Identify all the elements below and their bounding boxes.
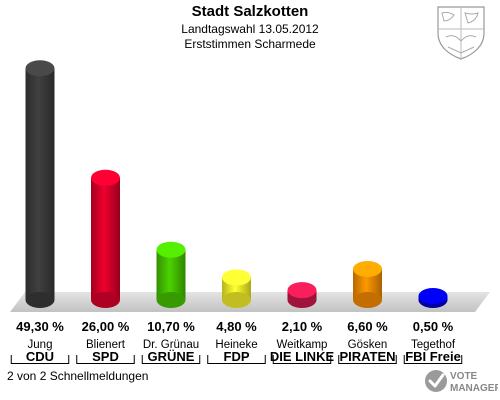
value-label: 10,70 % xyxy=(147,319,195,334)
value-label: 49,30 % xyxy=(16,319,64,334)
bar-die-linke xyxy=(287,282,317,308)
value-label: 4,80 % xyxy=(216,319,257,334)
value-label: 6,60 % xyxy=(347,319,388,334)
bar-spd xyxy=(91,169,120,308)
value-label: 26,00 % xyxy=(82,319,130,334)
party-label: FBI Freie xyxy=(405,349,461,364)
party-label: DIE LINKE xyxy=(270,349,335,364)
svg-text:VOTE: VOTE xyxy=(450,371,478,382)
candidate-label: Jung xyxy=(28,339,53,351)
party-label: SPD xyxy=(92,349,119,364)
bar-fbi-freie xyxy=(418,288,448,308)
candidate-label: Dr. Grünau xyxy=(143,339,199,351)
party-label: GRÜNE xyxy=(148,349,195,364)
bar-grüne xyxy=(156,241,186,308)
chart-title: Stadt Salzkotten xyxy=(191,3,309,20)
candidate-label: Tegethof xyxy=(411,339,456,351)
value-label: 2,10 % xyxy=(282,319,323,334)
party-label: FDP xyxy=(224,349,250,364)
chart-subtitle: Landtagswahl 13.05.2012 xyxy=(181,22,319,36)
party-label: CDU xyxy=(26,349,54,364)
svg-text:MANAGER: MANAGER xyxy=(450,383,498,394)
bar-fdp xyxy=(222,269,251,308)
chart-subtitle-district: Erststimmen Scharmede xyxy=(184,37,316,51)
value-label: 0,50 % xyxy=(413,319,454,334)
candidate-label: Blienert xyxy=(86,339,126,351)
party-label: PIRATEN xyxy=(339,349,395,364)
candidate-label: Gösken xyxy=(348,339,388,351)
bar-piraten xyxy=(353,260,382,308)
coat-of-arms-icon xyxy=(437,6,485,60)
bar-cdu xyxy=(25,60,55,308)
candidate-label: Weitkamp xyxy=(277,339,328,351)
status-text: 2 von 2 Schnellmeldungen xyxy=(7,369,149,383)
candidate-label: Heineke xyxy=(215,339,257,351)
votemanager-logo: VOTE MANAGER xyxy=(425,370,498,394)
